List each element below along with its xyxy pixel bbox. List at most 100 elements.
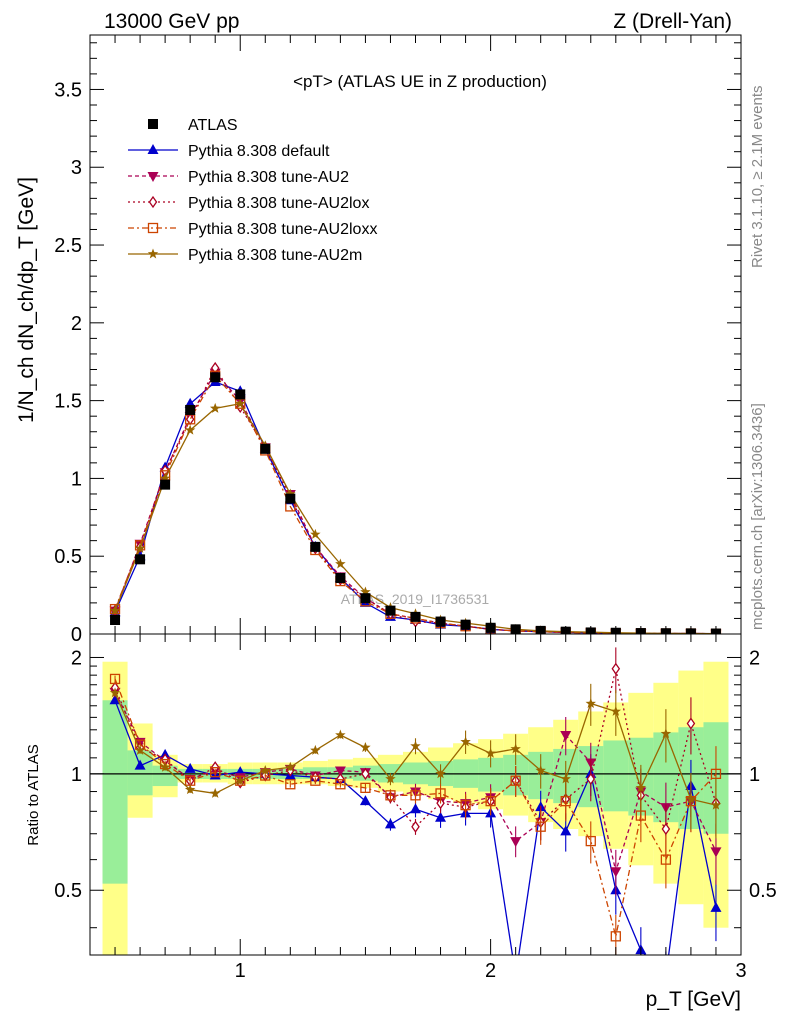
ratio-point xyxy=(611,662,621,675)
ratio-point xyxy=(385,773,396,784)
ratio-point xyxy=(384,818,396,829)
ratio-y-tick-label: 0.5 xyxy=(54,880,82,902)
ratio-point xyxy=(560,731,572,742)
ratio-point xyxy=(610,931,621,942)
uncertainty-band-inner xyxy=(152,765,178,787)
series-5-point xyxy=(134,542,146,553)
ratio-point xyxy=(586,772,596,786)
ratio-point xyxy=(435,768,446,779)
ratio-point xyxy=(685,793,697,804)
legend-marker xyxy=(147,222,159,234)
ratio-point xyxy=(385,790,396,801)
legend-label: Pythia 8.308 tune-AU2 xyxy=(188,169,349,186)
x-tick-label: 1 xyxy=(235,960,246,982)
ratio-point xyxy=(435,811,447,822)
ratio-point xyxy=(285,779,296,790)
series-5-point xyxy=(310,528,321,539)
ratio-point xyxy=(235,775,246,786)
x-axis-label: p_T [GeV] xyxy=(646,988,741,1011)
ratio-point xyxy=(435,788,446,799)
header-left: 13000 GeV pp xyxy=(104,10,239,33)
ratio-point xyxy=(159,761,171,772)
series-5-point xyxy=(184,424,196,435)
legend-label: Pythia 8.308 tune-AU2lox xyxy=(188,195,369,212)
main-panel: ATLAS_2019_I1736531 0 0.5 1 1.5 2 2.5 3 3.5 1/N_c… xyxy=(15,34,742,646)
ratio-point xyxy=(360,741,371,752)
ratio-point xyxy=(260,765,271,775)
atlas-point xyxy=(210,372,221,383)
y-tick-label: 2 xyxy=(71,313,82,335)
ratio-y-tick-label-right: 2 xyxy=(749,647,760,669)
atlas-point xyxy=(410,611,421,622)
ratio-panel: 0.5 0.5 1 1 2 2 1 2 3 Ratio to ATLAS p_T [GeV] xyxy=(25,633,777,1011)
ratio-point xyxy=(485,747,496,758)
series-5-point xyxy=(335,558,346,569)
ratio-point xyxy=(710,847,722,858)
y-tick-label: 0.5 xyxy=(54,546,82,568)
y-tick-label: 2.5 xyxy=(54,235,82,257)
ratio-point xyxy=(460,736,471,747)
ratio-point xyxy=(184,762,196,773)
ratio-point xyxy=(410,790,421,801)
ratio-point xyxy=(510,837,522,848)
y-axis-label: 1/N_ch dN_ch/dp_T [GeV] xyxy=(15,177,38,423)
ratio-point xyxy=(360,782,371,794)
ratio-point xyxy=(310,744,321,755)
ratio-point xyxy=(510,970,521,980)
legend-marker xyxy=(147,248,159,259)
ratio-point xyxy=(335,729,346,740)
ratio-point xyxy=(510,743,521,754)
ratio-point xyxy=(410,740,421,751)
atlas-point xyxy=(335,572,346,583)
atlas-point xyxy=(160,479,171,490)
ratio-point xyxy=(134,759,146,770)
atlas-point xyxy=(235,389,246,400)
ratio-point xyxy=(661,822,671,836)
legend: ATLAS Pythia 8.308 default Pythia 8.308 tu… xyxy=(128,117,377,264)
ratio-y-tick-label: 1 xyxy=(71,764,82,786)
legend-label: Pythia 8.308 tune-AU2m xyxy=(188,247,362,264)
series-5-point xyxy=(159,472,171,483)
ratio-point xyxy=(460,799,471,811)
ratio-y-tick-label-right: 1 xyxy=(749,764,760,786)
y-tick-label: 1.5 xyxy=(54,391,82,413)
y-tick-label: 3 xyxy=(71,157,82,179)
ratio-point xyxy=(310,775,321,786)
ratio-point xyxy=(635,782,647,793)
ratio-point xyxy=(660,854,672,865)
y-tick-label: 0 xyxy=(71,624,82,646)
legend-marker xyxy=(148,195,158,209)
ratio-point xyxy=(285,761,296,772)
plot-title: <pT> (ATLAS UE in Z production) xyxy=(293,72,547,91)
ratio-point xyxy=(610,705,622,716)
ratio-point xyxy=(411,820,420,833)
uncertainty-band-inner xyxy=(127,750,153,796)
y-tick-label: 3.5 xyxy=(54,79,82,101)
ratio-point xyxy=(184,784,196,795)
atlas-point xyxy=(310,541,321,552)
ratio-point xyxy=(560,773,571,784)
legend-label: Pythia 8.308 default xyxy=(188,143,330,160)
atlas-point xyxy=(435,616,446,627)
legend-label: ATLAS xyxy=(188,117,238,134)
atlas-point xyxy=(285,493,296,504)
ratio-point xyxy=(109,673,121,685)
atlas-point xyxy=(385,605,396,616)
ratio-point xyxy=(335,779,346,790)
ratio-point xyxy=(485,795,496,807)
series-5-point xyxy=(235,398,246,409)
ratio-y-axis-label: Ratio to ATLAS xyxy=(25,744,42,845)
rivet-label: Rivet 3.1.10, ≥ 2.1M events xyxy=(749,86,766,269)
x-tick-label: 3 xyxy=(735,960,746,982)
ratio-point xyxy=(535,765,546,775)
legend-marker xyxy=(147,144,159,154)
ratio-point xyxy=(710,901,722,912)
uncertainty-band-inner xyxy=(603,740,629,812)
ratio-y-tick-label-right: 0.5 xyxy=(749,880,777,902)
ratio-point xyxy=(660,728,672,739)
ratio-point xyxy=(359,795,371,806)
watermark: ATLAS_2019_I1736531 xyxy=(341,591,490,607)
atlas-point xyxy=(260,443,271,454)
series-5-point xyxy=(285,488,296,499)
